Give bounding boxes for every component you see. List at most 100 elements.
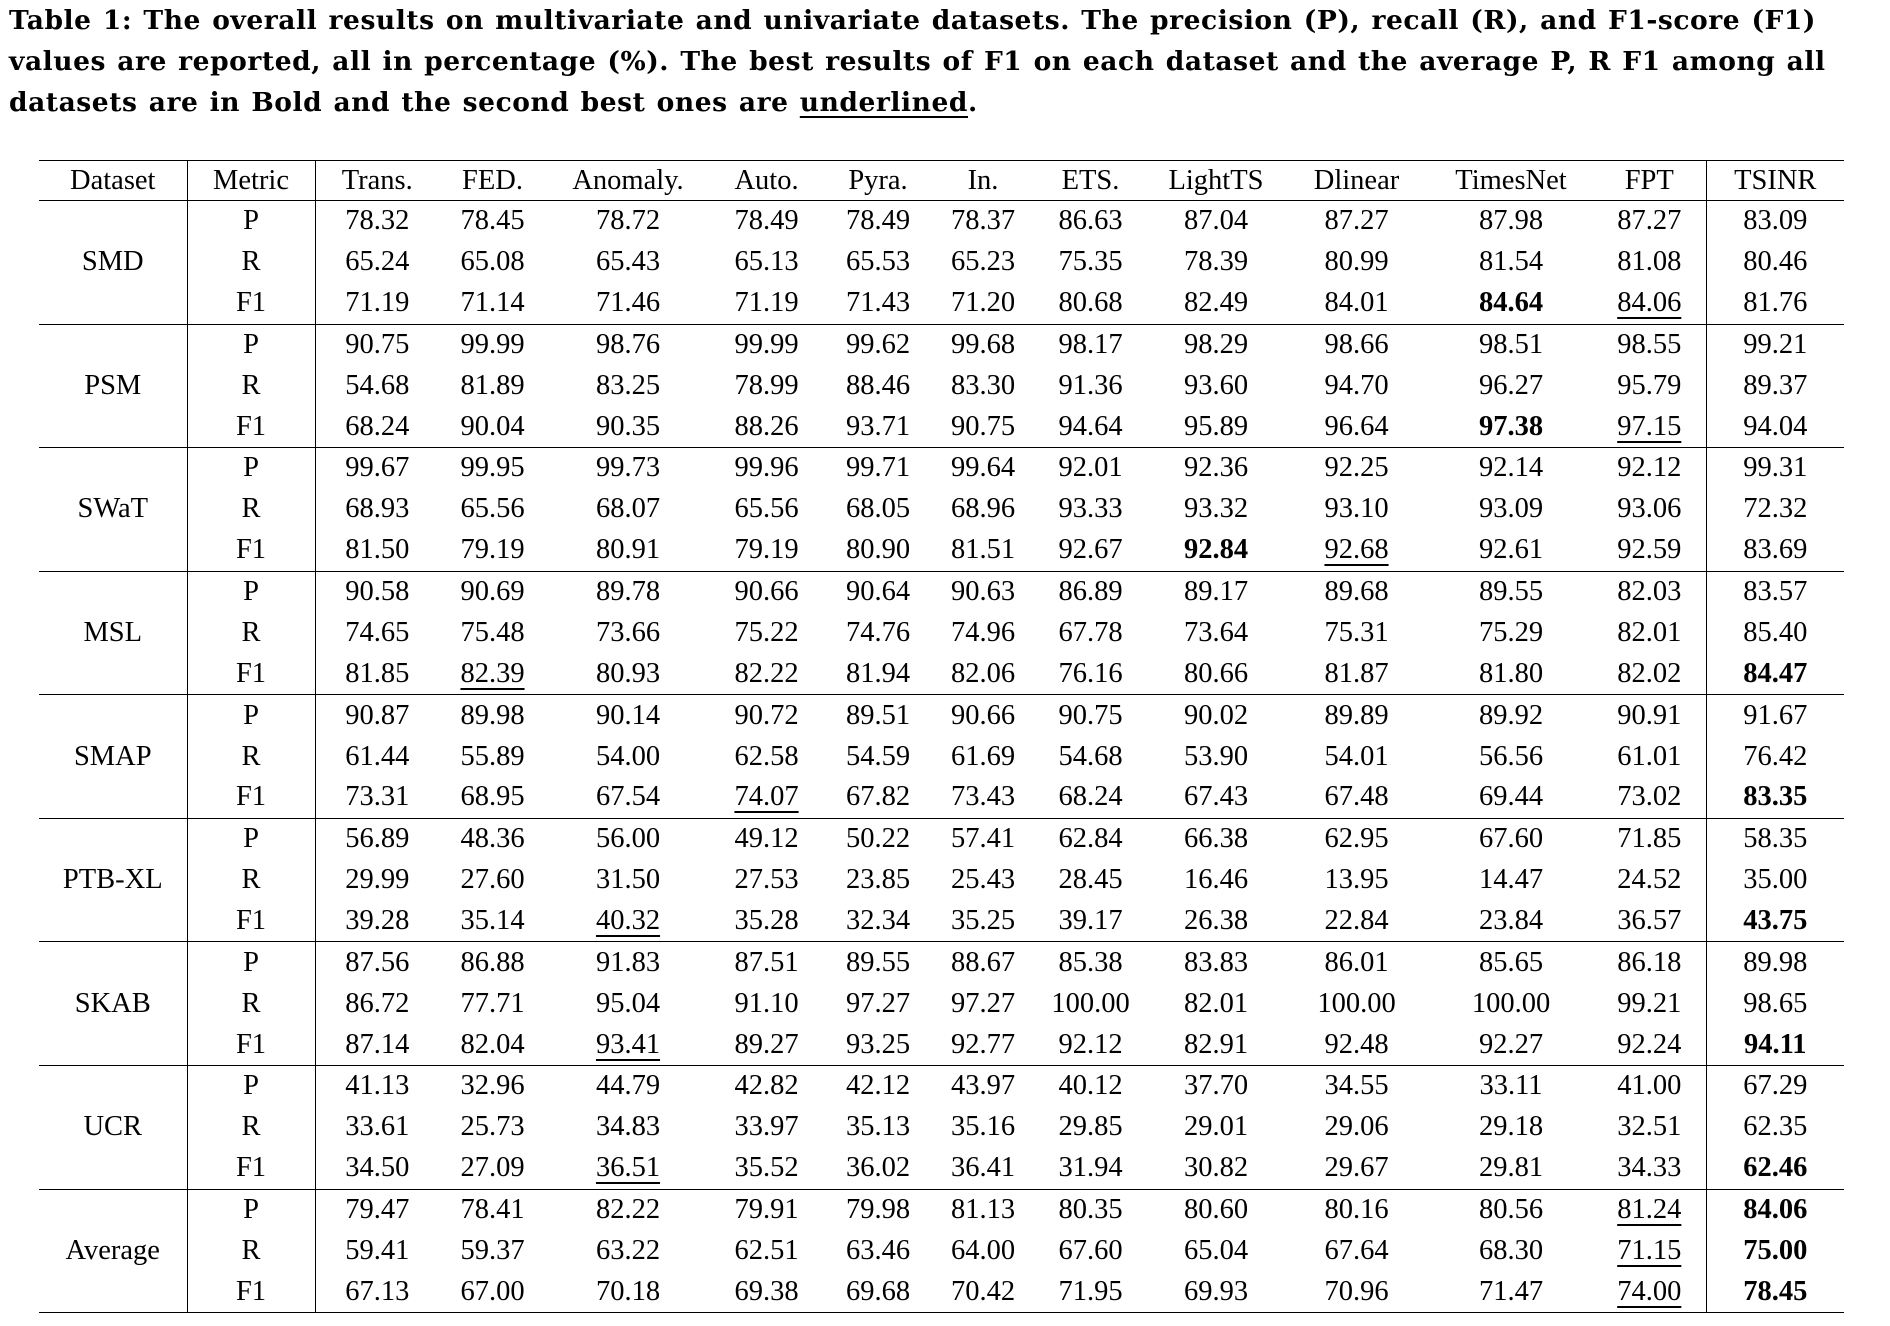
value-cell: 71.14 <box>439 282 546 325</box>
value-cell: 67.82 <box>823 777 933 819</box>
value-cell: 98.66 <box>1284 323 1429 366</box>
value-cell: 82.06 <box>933 653 1033 696</box>
value-cell: 87.51 <box>710 941 823 984</box>
dataset-cell: PTB-XL <box>39 817 188 943</box>
value-cell: 82.49 <box>1148 282 1284 325</box>
metric-cell: R <box>187 983 316 1025</box>
value-cell: 82.22 <box>710 653 823 696</box>
value-cell: 82.22 <box>546 1188 710 1231</box>
value-cell: 43.97 <box>933 1064 1033 1107</box>
value-cell: 78.49 <box>710 199 823 242</box>
value-cell: 79.98 <box>823 1188 933 1231</box>
value-cell: 97.15 <box>1593 406 1707 449</box>
value-cell: 73.66 <box>595 616 661 648</box>
value-cell: 33.97 <box>734 1111 799 1143</box>
value-cell: 34.55 <box>1284 1064 1429 1107</box>
value-cell: 96.27 <box>1478 369 1544 401</box>
table-row: F1 87.14 82.04 93.41 89.27 93.25 92.77 92.12 82.… <box>39 1024 1844 1066</box>
value-cell: 69.68 <box>823 1271 933 1314</box>
value-cell: 63.46 <box>845 1234 911 1266</box>
value-cell: 89.27 <box>710 1024 823 1066</box>
value-cell: 86.89 <box>1033 570 1148 613</box>
table-row: F1 67.13 67.00 70.18 69.38 69.68 70.42 71.95 69.… <box>39 1271 1844 1314</box>
metric-cell: F1 <box>187 1147 316 1190</box>
column-header-in: In. <box>933 160 1033 201</box>
value-cell: 82.91 <box>1148 1024 1284 1066</box>
value-cell: 93.60 <box>1183 369 1249 401</box>
value-cell: 35.13 <box>845 1111 911 1143</box>
value-cell: 83.83 <box>1148 941 1284 984</box>
column-header-trans: Trans. <box>315 160 439 201</box>
table-body: SMD P 78.32 78.45 78.72 78.49 78.49 78.37 86.63 8… <box>39 199 1844 1314</box>
table-row: R 59.41 59.37 63.22 62.51 63.46 64.00 67.60 65.0… <box>39 1230 1844 1272</box>
value-cell: 78.32 <box>315 199 439 242</box>
value-cell: 74.96 <box>950 616 1016 648</box>
value-cell: 58.35 <box>1706 817 1844 860</box>
value-cell: 33.11 <box>1429 1064 1593 1107</box>
metric-cell: P <box>187 447 316 489</box>
value-cell: 86.72 <box>345 987 410 1019</box>
value-cell: 67.29 <box>1706 1064 1844 1107</box>
value-cell: 27.60 <box>460 864 525 896</box>
table-row: SMAP P 90.87 89.98 90.14 90.72 89.51 90.66 90.75… <box>39 694 1844 819</box>
table-row: Average P 79.47 78.41 82.22 79.91 79.98 81.13 80… <box>39 1188 1844 1314</box>
table-row: F1 73.31 68.95 67.54 74.07 67.82 73.43 68.24 67.… <box>39 777 1844 819</box>
value-cell: 74.00 <box>1593 1271 1707 1314</box>
value-cell: 90.87 <box>315 694 439 736</box>
value-cell: 98.76 <box>546 323 710 366</box>
value-cell: 65.56 <box>460 493 525 525</box>
value-cell: 29.01 <box>1183 1111 1249 1143</box>
value-cell: 78.49 <box>823 199 933 242</box>
value-cell: 92.59 <box>1593 530 1707 572</box>
value-cell: 100.00 <box>1051 987 1130 1019</box>
value-cell: 93.41 <box>546 1024 710 1066</box>
table-row: MSL P 90.58 90.69 89.78 90.66 90.64 90.63 86.89 8… <box>39 570 1844 696</box>
table-row: R 74.65 75.48 73.66 75.22 74.76 74.96 67.78 73.6… <box>39 612 1844 654</box>
value-cell: 89.92 <box>1429 694 1593 736</box>
value-cell: 35.00 <box>1743 864 1808 896</box>
value-cell: 57.41 <box>933 817 1033 860</box>
value-cell: 90.02 <box>1148 694 1284 736</box>
value-cell: 94.70 <box>1324 369 1389 401</box>
value-cell: 92.12 <box>1593 447 1707 489</box>
value-cell: 93.33 <box>1058 493 1123 525</box>
column-header-lightts: LightTS <box>1148 160 1284 201</box>
value-cell: 80.35 <box>1033 1188 1148 1231</box>
metric-cell: P <box>187 323 316 366</box>
value-cell: 84.01 <box>1284 282 1429 325</box>
value-cell: 89.37 <box>1743 369 1808 401</box>
value-cell: 78.41 <box>439 1188 546 1231</box>
value-cell: 35.28 <box>710 900 823 943</box>
value-cell: 42.12 <box>823 1064 933 1107</box>
value-cell: 68.05 <box>845 493 911 525</box>
value-cell: 78.45 <box>1706 1271 1844 1314</box>
value-cell: 23.84 <box>1429 900 1593 943</box>
value-cell: 97.27 <box>950 987 1016 1019</box>
value-cell: 41.13 <box>315 1064 439 1107</box>
value-cell: 81.50 <box>315 530 439 572</box>
table-row: R 86.72 77.71 95.04 91.10 97.27 97.27 100.00 82.… <box>39 983 1844 1025</box>
table-header: Dataset Metric Trans. FED. Anomaly. Auto. Pyra… <box>39 160 1844 201</box>
value-cell: 99.71 <box>823 447 933 489</box>
value-cell: 89.55 <box>1429 570 1593 613</box>
dataset-cell: Average <box>39 1188 188 1314</box>
value-cell: 84.47 <box>1706 653 1844 696</box>
table-row: SWaT P 99.67 99.95 99.73 99.96 99.71 99.64 92.01… <box>39 447 1844 572</box>
value-cell: 62.35 <box>1743 1111 1808 1143</box>
value-cell: 80.66 <box>1148 653 1284 696</box>
value-cell: 54.68 <box>1058 740 1123 772</box>
value-cell: 79.47 <box>315 1188 439 1231</box>
value-cell: 65.04 <box>1183 1234 1249 1266</box>
value-cell: 81.87 <box>1284 653 1429 696</box>
value-cell: 92.14 <box>1429 447 1593 489</box>
value-cell: 48.36 <box>439 817 546 860</box>
table-caption: Table 1: The overall results on multivar… <box>9 0 1879 123</box>
value-cell: 71.85 <box>1593 817 1707 860</box>
value-cell: 25.43 <box>950 864 1016 896</box>
value-cell: 90.66 <box>933 694 1033 736</box>
value-cell: 84.06 <box>1593 282 1707 325</box>
value-cell: 90.14 <box>546 694 710 736</box>
value-cell: 69.44 <box>1429 777 1593 819</box>
value-cell: 34.33 <box>1593 1147 1707 1190</box>
value-cell: 66.38 <box>1148 817 1284 860</box>
